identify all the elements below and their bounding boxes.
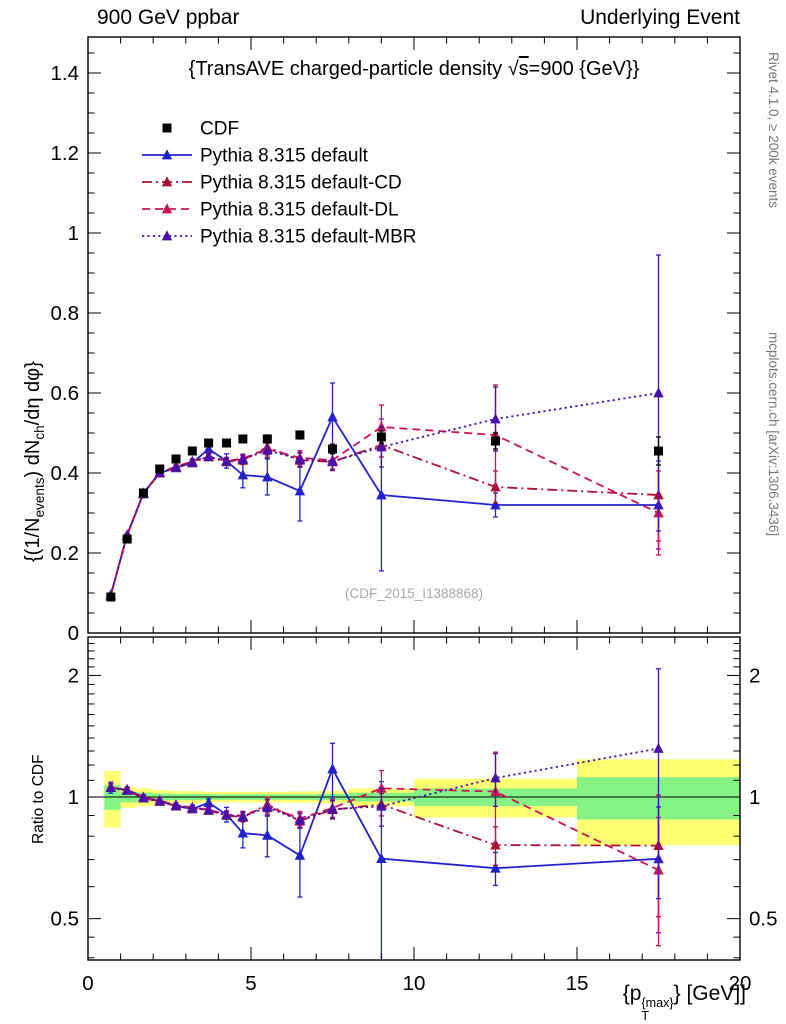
axis-tick-labels: 0 5 10 15 20 0 0.2 0.4 0.6 0.8 1 1.2 1.4 0.5 0.5 1 1 2 2	[51, 62, 778, 995]
series-pythia-8-315-default-mbr	[105, 254, 664, 600]
axis-tick-label: 10	[403, 972, 426, 995]
series-pythia-8-315-default-dl	[105, 384, 664, 600]
legend-marker-triangle	[161, 149, 173, 160]
observable-group-label: Underlying Event	[580, 6, 740, 29]
axis-tick-label: 0.5	[51, 908, 80, 931]
axis-tick-label: 0.4	[51, 462, 80, 485]
axis-tick-label: 0.8	[51, 302, 80, 325]
x-axis-label-sup: {max}	[641, 995, 674, 1010]
legend-label: Pythia 8.315 default-MBR	[200, 227, 417, 248]
legend-label: Pythia 8.315 default-DL	[200, 200, 399, 221]
axis-tick-label: 1	[68, 786, 79, 809]
main-panel	[105, 254, 664, 602]
axis-tick-label: 0.2	[51, 542, 80, 565]
axis-tick-label: 1.4	[51, 62, 80, 85]
axis-tick-label: 20	[729, 972, 752, 995]
axis-tick-label: 2	[68, 664, 79, 687]
legend-label: Pythia 8.315 default	[200, 146, 369, 167]
axis-tick-label: 0.6	[51, 382, 80, 405]
legend-entry-cdf: CDF	[162, 119, 239, 140]
series-cdf	[106, 430, 663, 602]
series-pythia-8-315-default	[105, 382, 664, 600]
y-axis-label-part: /dη dφ}	[22, 361, 44, 426]
y-axis-label-part: {(1/N	[22, 517, 44, 562]
axis-ticks	[87, 37, 741, 960]
y-axis-label-sub: events	[32, 477, 47, 518]
plot-frames	[87, 36, 741, 961]
plot-title: {TransAVE charged-particle density √s=90…	[88, 58, 740, 81]
legend-entry-pythia-8-315-default-cd: Pythia 8.315 default-CD	[142, 173, 402, 194]
legend-label: Pythia 8.315 default-CD	[200, 173, 402, 194]
sqrt-argument: s	[518, 58, 529, 80]
legend-marker-triangle	[161, 230, 173, 241]
beam-energy-label: 900 GeV ppbar	[97, 6, 240, 29]
plot-title-text: {TransAVE charged-particle density	[188, 58, 508, 80]
legend-label: CDF	[200, 119, 239, 140]
axis-tick-label: 1	[749, 786, 760, 809]
mcplots-reference-note: mcplots.cern.ch [arXiv:1306.3436]	[766, 332, 781, 537]
x-axis-label-part: } [GeV]]	[673, 982, 746, 1005]
y-axis-label-sub: ch	[32, 425, 47, 440]
legend-marker-triangle	[161, 176, 173, 187]
plot-title-energy: =900 {GeV}}	[528, 58, 640, 80]
legend-entry-pythia-8-315-default-mbr: Pythia 8.315 default-MBR	[142, 227, 417, 248]
legend-marker-square	[162, 123, 172, 133]
x-axis-label: {p {max} T} [GeV]]	[623, 982, 746, 1023]
legend-entry-pythia-8-315-default: Pythia 8.315 default	[142, 146, 369, 167]
axis-tick-label: 0	[82, 972, 93, 995]
axis-tick-label: 0	[68, 622, 79, 645]
sqrt-symbol: √	[507, 58, 519, 80]
ratio-uncertainty-bands	[88, 759, 740, 846]
ratio-series-pythia-8-315-default-mbr	[105, 668, 664, 900]
axis-tick-label: 5	[245, 972, 256, 995]
series-pythia-8-315-default-cd	[105, 432, 664, 600]
x-axis-label-sub: T	[641, 1009, 650, 1024]
axis-tick-label: 1.2	[51, 142, 80, 165]
main-plot-frame	[87, 36, 741, 634]
legend: CDF Pythia 8.315 default Pythia 8.315 defa…	[142, 119, 417, 248]
axis-tick-label: 0.5	[749, 908, 778, 931]
rivet-version-note: Rivet 4.1.0, ≥ 200k events	[766, 52, 781, 208]
axis-tick-label: 1	[68, 222, 79, 245]
legend-entry-pythia-8-315-default-dl: Pythia 8.315 default-DL	[142, 200, 399, 221]
x-axis-label-part: {p	[622, 982, 642, 1005]
ratio-panel	[105, 668, 664, 960]
axis-tick-label: 2	[749, 664, 760, 687]
ratio-plot-frame	[87, 636, 741, 961]
legend-marker-triangle	[161, 203, 173, 214]
analysis-id-watermark: (CDF_2015_I1388868)	[344, 586, 484, 601]
x-axis-label-subsup: {max} T	[641, 995, 674, 1024]
y-axis-label: {(1/Nevents) dNch/dη dφ}	[22, 361, 47, 562]
y-axis-label-part: ) dN	[22, 439, 44, 478]
ratio-axis-label: Ratio to CDF	[30, 754, 47, 844]
axis-tick-label: 15	[566, 972, 589, 995]
